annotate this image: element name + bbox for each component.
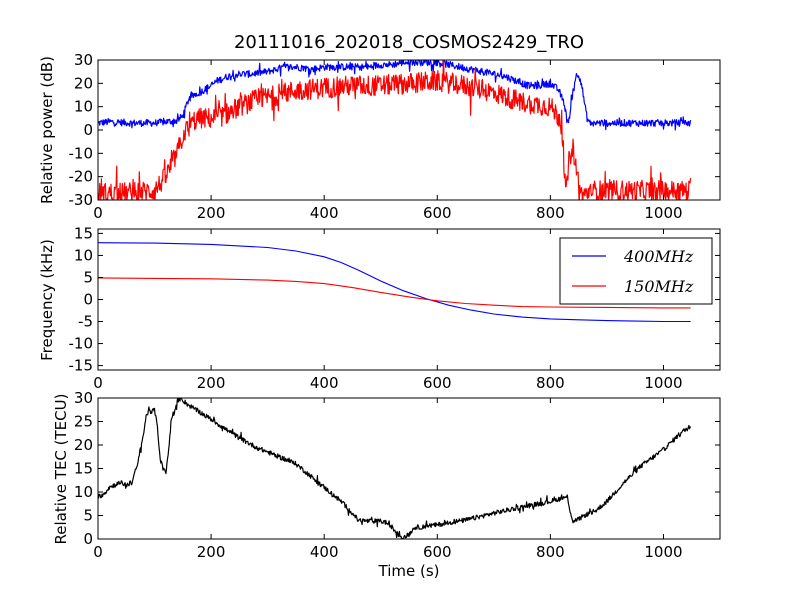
legend-150mhz-label: 150MHz [624, 277, 694, 296]
frequency-xtick-label: 800 [536, 374, 565, 392]
frequency-xtick-label: 600 [423, 374, 452, 392]
power-ytick-label: 0 [83, 121, 93, 139]
frequency-ytick-label: 0 [83, 291, 93, 309]
power-ytick-label: -10 [69, 144, 94, 162]
power-xtick-label: 400 [310, 204, 339, 222]
frequency-ytick-label: 5 [83, 268, 93, 286]
power-panel: Relative power (dB) 0 200 400 600 800 1000-30… [38, 51, 721, 222]
tec-series-0-line [98, 398, 692, 539]
power-ytick-label: -30 [69, 191, 94, 209]
frequency-150mhz-line [98, 277, 691, 309]
tec-series-group [98, 398, 692, 539]
frequency-xtick-label: 0 [93, 374, 103, 392]
frequency-400mhz-line [98, 242, 691, 323]
power-ytick-label: 10 [74, 98, 93, 116]
tec-ytick-label: 10 [74, 483, 93, 501]
frequency-ytick-label: -15 [69, 357, 94, 375]
power-ytick-label: 20 [74, 74, 93, 92]
tec-ytick-label: 20 [74, 436, 93, 454]
tec-xtick-label: 200 [197, 543, 226, 561]
tec-ytick-label: 25 [74, 413, 93, 431]
frequency-legend: 400MHz 150MHz [559, 237, 713, 305]
frequency-series-group [98, 242, 691, 323]
power-series-1-line [98, 60, 692, 200]
power-ytick-label: -20 [69, 168, 94, 186]
power-xtick-label: 1000 [644, 204, 682, 222]
frequency-plot-area: 0 200 400 600 800 1000 -15 -10 -5 0 5 10 15 [69, 224, 721, 392]
tec-xtick-label: 800 [536, 543, 565, 561]
power-ylabel: Relative power (dB) [38, 56, 56, 204]
power-xtick-label: 600 [423, 204, 452, 222]
tec-ytick-label: 15 [74, 460, 93, 478]
legend-box [559, 237, 713, 305]
tec-xtick-label: 1000 [644, 543, 682, 561]
frequency-panel: Frequency (kHz) 0 200 400 600 800 1000 -15 -10 -… [38, 224, 721, 392]
frequency-xtick-label: 200 [197, 374, 226, 392]
power-xtick-label: 200 [197, 204, 226, 222]
frequency-ytick-label: -5 [78, 313, 93, 331]
power-plot-area: 0 200 400 600 800 1000 -30 -20 -10 0 10 20 30 [69, 51, 721, 222]
tec-xtick-label: 400 [310, 543, 339, 561]
frequency-ytick-label: 10 [74, 246, 93, 264]
legend-400mhz-label: 400MHz [623, 247, 694, 266]
frequency-ytick-label: 15 [74, 224, 93, 242]
x-axis-label: Time (s) [378, 562, 440, 580]
power-ytick-label: 30 [74, 51, 93, 69]
power-xtick-label: 800 [536, 204, 565, 222]
power-series-group [98, 60, 692, 200]
tec-ytick-label: 0 [83, 530, 93, 548]
tec-xtick-label: 600 [423, 543, 452, 561]
tec-ytick-label: 5 [83, 507, 93, 525]
tec-panel: Relative TEC (TECU) 0 200 400 600 800 1000051… [52, 389, 721, 561]
frequency-ytick-label: -10 [69, 335, 94, 353]
tec-ytick-label: 30 [74, 389, 93, 407]
frequency-xtick-label: 400 [310, 374, 339, 392]
power-xtick-label: 0 [93, 204, 103, 222]
frequency-ylabel: Frequency (kHz) [38, 239, 56, 361]
tec-xtick-label: 0 [93, 543, 103, 561]
power-series-0-line [98, 60, 692, 131]
chart-title: 20111016_202018_COSMOS2429_TRO [234, 32, 584, 53]
frequency-xtick-label: 1000 [644, 374, 682, 392]
tec-ylabel: Relative TEC (TECU) [52, 394, 70, 545]
